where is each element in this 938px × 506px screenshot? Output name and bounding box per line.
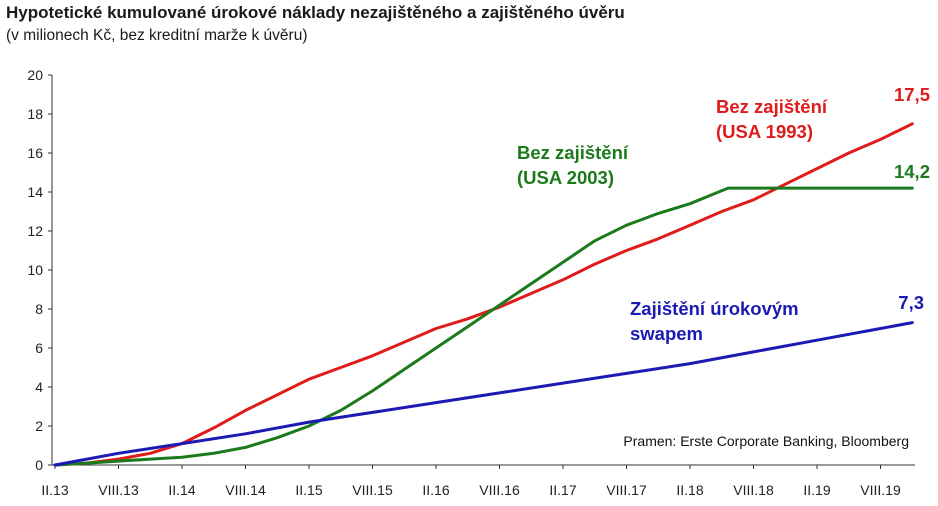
source-note: Pramen: Erste Corporate Banking, Bloombe…: [623, 433, 909, 449]
end-value-label-blue: 7,3: [898, 292, 924, 313]
x-tick-label: VIII.18: [733, 482, 774, 498]
series-label-blue: swapem: [630, 323, 703, 344]
x-tick-label: II.14: [168, 482, 195, 498]
series-line-red: [53, 122, 914, 467]
x-tick-label: VIII.16: [479, 482, 520, 498]
series-label-blue: Zajištění úrokovým: [630, 298, 799, 319]
x-tick-label: II.13: [41, 482, 68, 498]
y-tick-label: 20: [27, 67, 43, 83]
chart-subtitle: (v milionech Kč, bez kreditní marže k úv…: [6, 27, 308, 44]
x-tick-label: II.19: [803, 482, 830, 498]
chart-title: Hypotetické kumulované úrokové náklady n…: [6, 3, 625, 22]
series-label-red: (USA 1993): [716, 121, 813, 142]
x-tick-label: VIII.14: [225, 482, 266, 498]
y-tick-label: 0: [35, 457, 43, 473]
x-tick-label: VIII.17: [606, 482, 647, 498]
y-tick-label: 2: [35, 418, 43, 434]
series-line-green: [53, 186, 914, 467]
x-tick-label: II.16: [422, 482, 449, 498]
y-tick-label: 8: [35, 301, 43, 317]
series-labels: Bez zajištění (USA 1993) 17,5 Bez zajištění…: [517, 84, 930, 344]
end-value-label-red: 17,5: [894, 84, 930, 105]
y-tick-label: 6: [35, 340, 43, 356]
x-tick-label: II.15: [295, 482, 322, 498]
series-lines: [53, 122, 914, 467]
x-tick-label: VIII.19: [860, 482, 901, 498]
x-tick-label: VIII.13: [98, 482, 139, 498]
y-tick-label: 4: [35, 379, 43, 395]
series-label-red: Bez zajištění: [716, 96, 828, 117]
y-tick-label: 14: [27, 184, 43, 200]
y-tick-label: 18: [27, 106, 43, 122]
y-axis: 0 2 4 6 8 10 12 14 16 18 20: [27, 67, 53, 473]
y-tick-label: 16: [27, 145, 43, 161]
y-tick-label: 12: [27, 223, 43, 239]
series-label-green: (USA 2003): [517, 167, 614, 188]
x-tick-label: VIII.15: [352, 482, 393, 498]
y-tick-label: 10: [27, 262, 43, 278]
x-tick-label: II.18: [676, 482, 703, 498]
series-line-blue: [53, 321, 914, 467]
end-value-label-green: 14,2: [894, 161, 930, 182]
series-label-green: Bez zajištění: [517, 142, 629, 163]
x-tick-label: II.17: [549, 482, 576, 498]
x-axis: II.13 VIII.13 II.14 VIII.14 II.15 VIII.15 II.1…: [41, 464, 915, 498]
